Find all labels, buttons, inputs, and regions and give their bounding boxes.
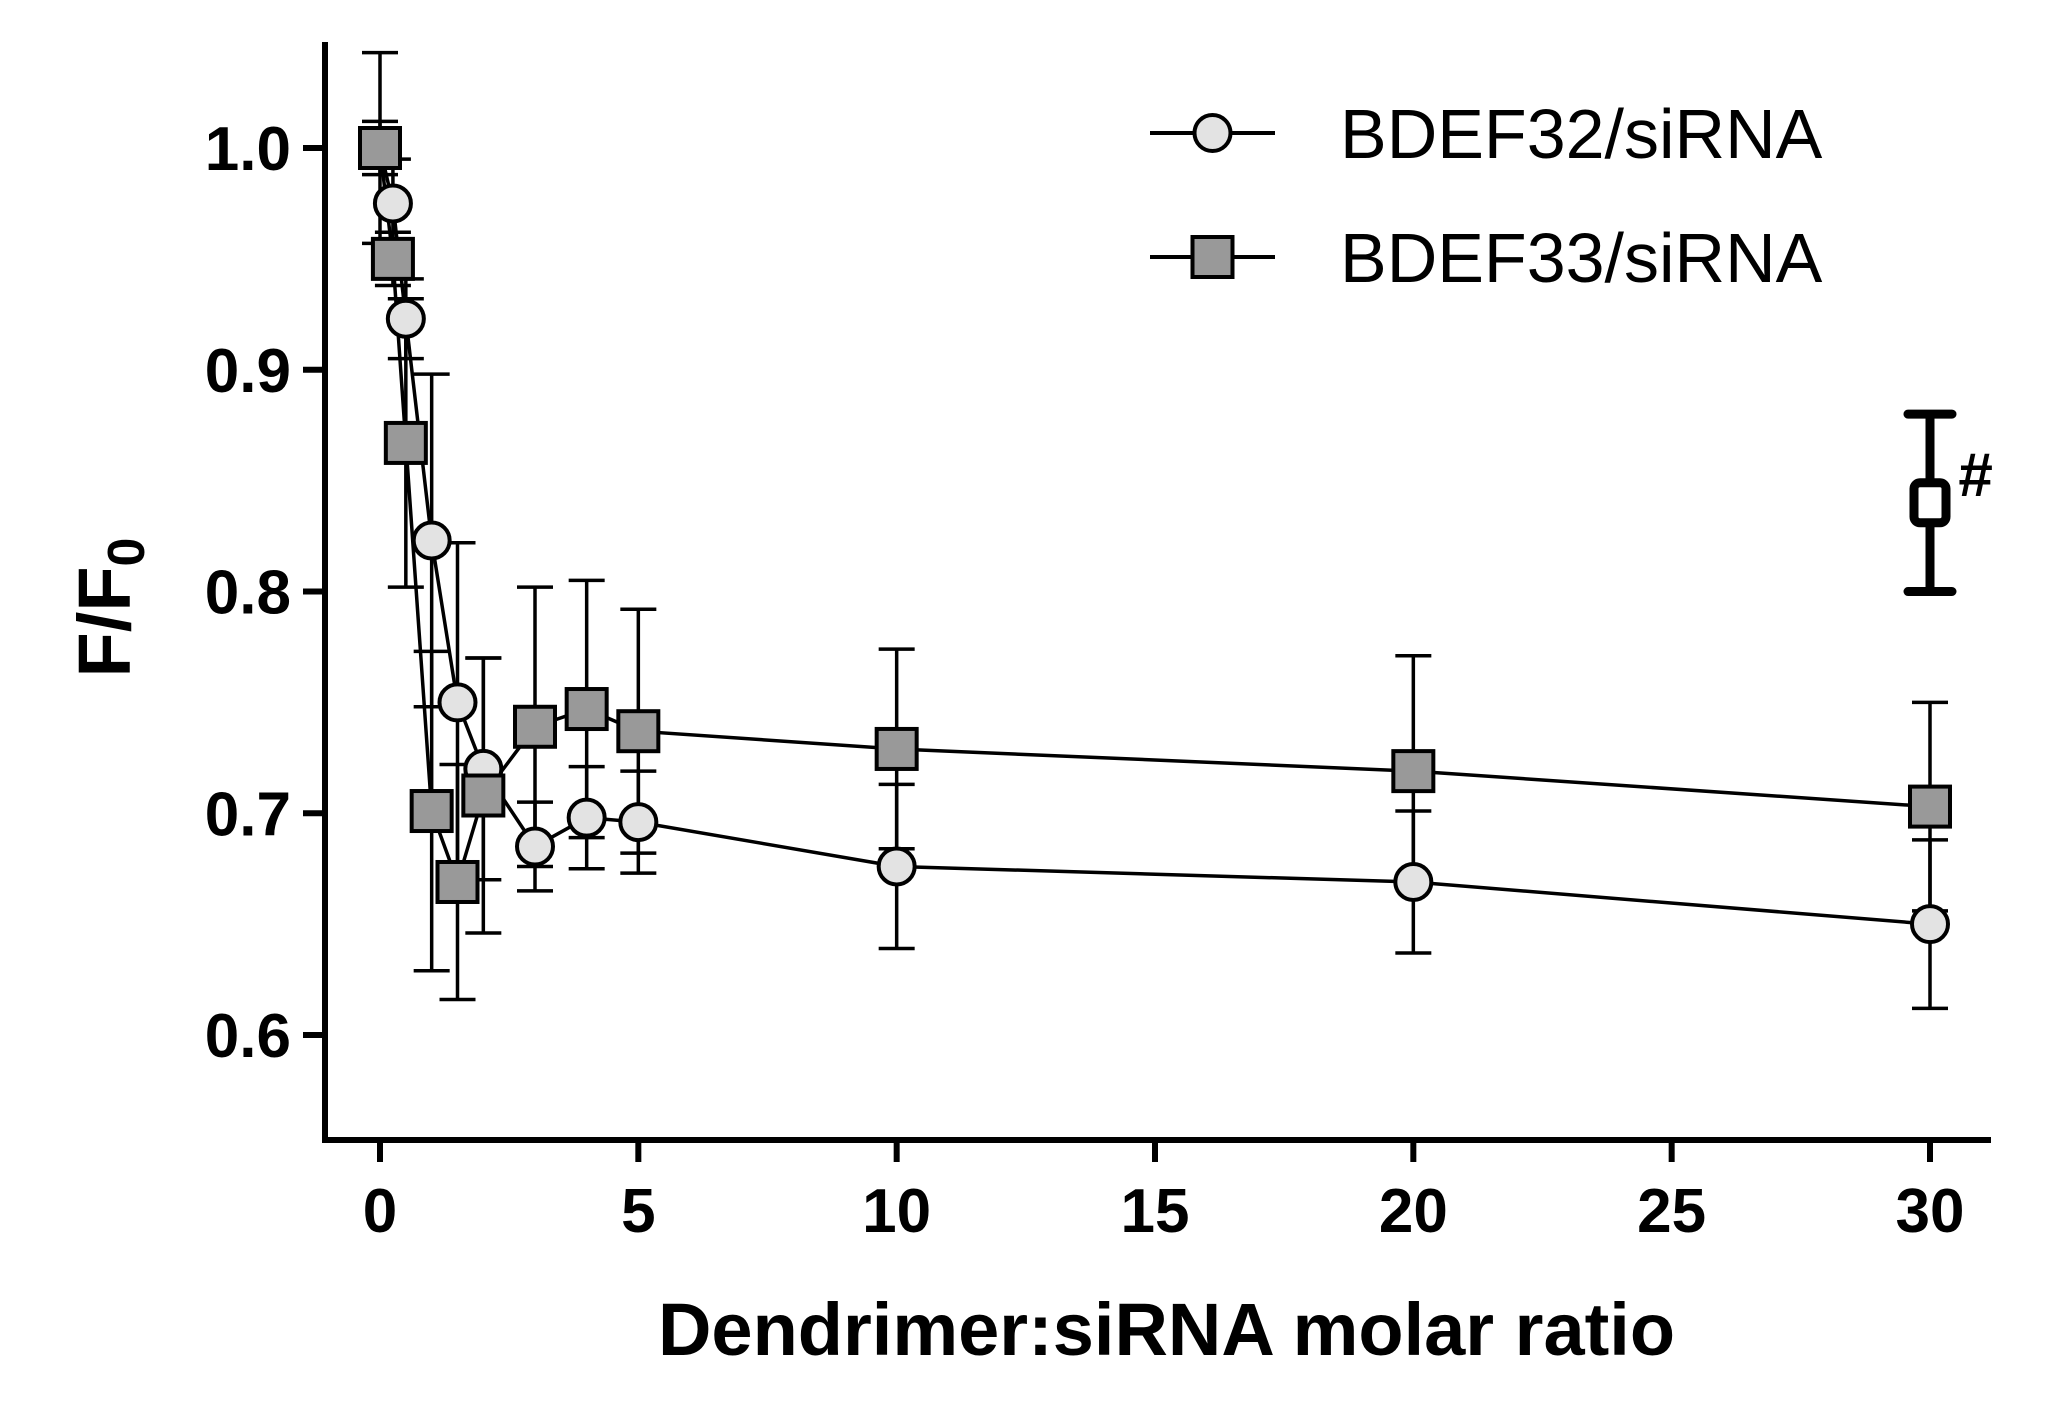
data-point-series-2	[616, 709, 661, 754]
data-point-series-1	[437, 682, 478, 723]
data-point-series-2	[1908, 784, 1952, 829]
y-tick-label: 0.8	[205, 559, 291, 628]
y-axis-title: F/F0	[63, 538, 156, 678]
y-axis-title-main: F/F	[63, 566, 146, 677]
significance-mark: #	[1958, 441, 1992, 510]
x-tick-label: 5	[621, 1177, 655, 1246]
data-point-series-3	[1909, 478, 1951, 528]
x-tick-label: 20	[1379, 1177, 1448, 1246]
y-tick-label: 0.7	[205, 780, 291, 849]
legend-label: BDEF33/siRNA	[1340, 219, 1823, 297]
x-ticks: 0 5 10 15 20 25 30	[363, 1140, 1965, 1246]
data-point-series-2	[564, 687, 609, 732]
plot-area: #	[358, 50, 1993, 1011]
data-point-series-2	[370, 236, 415, 281]
legend-label: BDEF32/siRNA	[1340, 95, 1823, 173]
y-ticks: 0.6 0.7 0.8 0.9 1.0	[205, 115, 325, 1071]
data-point-series-1	[876, 846, 917, 887]
data-point-series-1	[372, 183, 413, 224]
legend: BDEF32/siRNA BDEF33/siRNA	[1150, 95, 1823, 297]
data-point-series-2	[435, 859, 480, 904]
markers	[358, 126, 1952, 945]
data-point-series-2	[874, 726, 919, 771]
y-axis-title-subscript: 0	[98, 538, 156, 567]
data-point-series-1	[566, 797, 607, 838]
data-point-series-2	[383, 420, 428, 465]
data-point-series-1	[618, 802, 659, 843]
data-point-series-1	[385, 298, 426, 339]
annotations: #	[1958, 441, 1992, 510]
x-tick-label: 25	[1637, 1177, 1706, 1246]
data-point-series-2	[409, 789, 454, 834]
error-bars	[362, 50, 1957, 1011]
x-tick-label: 15	[1121, 1177, 1190, 1246]
data-point-series-1	[1393, 861, 1434, 902]
data-point-series-2	[461, 773, 506, 818]
legend-marker	[1192, 113, 1233, 153]
x-tick-label: 10	[862, 1177, 931, 1246]
y-tick-label: 0.9	[205, 337, 291, 406]
data-point-series-1	[515, 826, 555, 867]
x-axis-title: Dendrimer:siRNA molar ratio	[658, 1288, 1675, 1371]
data-point-series-1	[411, 520, 452, 561]
x-tick-label: 0	[363, 1177, 397, 1246]
legend-marker	[1190, 235, 1235, 279]
data-point-series-2	[513, 704, 557, 749]
y-tick-label: 1.0	[205, 115, 291, 184]
data-point-series-2	[358, 126, 402, 170]
x-tick-label: 30	[1896, 1177, 1965, 1246]
legend-entry: BDEF32/siRNA	[1150, 95, 1823, 173]
series-line-2	[378, 147, 1931, 888]
legend-entry: BDEF33/siRNA	[1150, 219, 1823, 297]
data-point-series-1	[1910, 904, 1950, 945]
data-point-series-2	[1391, 749, 1436, 794]
y-tick-label: 0.6	[205, 1002, 291, 1071]
axes: 0.6 0.7 0.8 0.9 1.0 0 5 10 15 20 25 30	[205, 42, 1991, 1246]
